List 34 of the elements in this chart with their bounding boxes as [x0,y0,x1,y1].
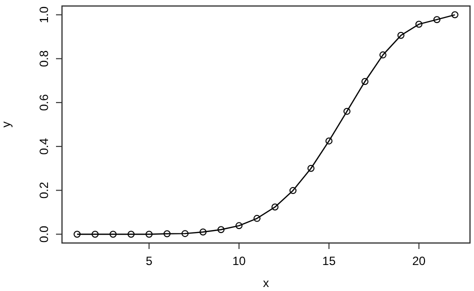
point [397,32,404,39]
x-tick-label: 5 [146,254,153,268]
point [289,187,296,194]
point [110,230,117,238]
point [74,230,81,238]
point [379,51,386,58]
y-tick-label: 1.0 [37,6,51,24]
point [128,230,135,238]
point [164,230,171,238]
point [343,108,350,115]
x-axis-title: x [263,276,269,290]
point [325,137,332,144]
y-axis-title: y [0,122,13,128]
point [271,204,278,211]
y-tick-label: 0.4 [37,138,51,155]
point [415,20,422,28]
point [307,164,314,172]
y-tick-label: 0.0 [37,226,51,243]
y-tick-label: 0.8 [37,50,51,68]
x-tick-label: 15 [322,254,336,268]
point [182,230,189,238]
point [92,230,99,238]
y-tick-label: 0.2 [37,182,51,199]
point [218,226,225,234]
point [254,214,261,222]
point [451,11,458,18]
point [200,228,207,236]
point [433,16,440,24]
x-tick-label: 20 [412,254,426,268]
point [146,230,153,238]
x-tick-label: 10 [232,254,246,268]
point [236,222,243,230]
point [361,78,368,85]
y-tick-label: 0.6 [37,94,51,111]
